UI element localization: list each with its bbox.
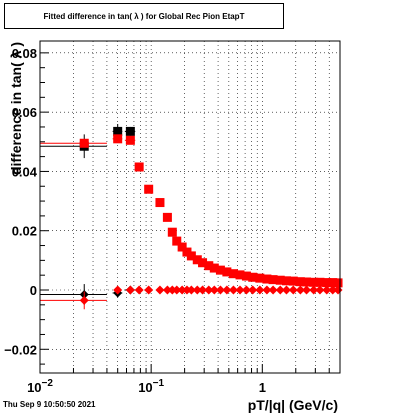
data-point-diamond (177, 285, 187, 295)
data-point-diamond (275, 285, 285, 295)
data-point-square (288, 276, 298, 286)
y-tick-label: 0.02 (12, 224, 37, 239)
y-tick-label: 0.04 (12, 164, 38, 179)
data-point-diamond (228, 285, 238, 295)
data-point-square (134, 162, 144, 172)
data-point-square (113, 134, 123, 144)
data-point-diamond (215, 285, 225, 295)
data-series (40, 124, 343, 310)
data-point-diamond (172, 285, 182, 295)
data-point-diamond (288, 285, 298, 295)
x-tick-label-base: 1 (259, 380, 266, 395)
grid-lines (39, 41, 341, 373)
data-point-square (333, 278, 343, 288)
data-point-square (302, 277, 312, 287)
data-point-diamond (192, 285, 202, 295)
data-point-square (162, 212, 172, 222)
data-point-square (309, 277, 319, 287)
data-point-diamond (155, 285, 165, 295)
plot-frame (39, 40, 341, 374)
data-point-square (262, 274, 272, 284)
data-point-square (255, 273, 265, 283)
data-point-square (228, 269, 238, 279)
chart-title: Fitted difference in tan( λ ) for Global… (43, 11, 245, 21)
data-point-square (215, 265, 225, 275)
data-point-square (125, 126, 135, 136)
data-point-diamond (198, 285, 208, 295)
data-point-square (192, 255, 202, 265)
data-point-diamond (79, 295, 89, 305)
data-point-square (113, 126, 123, 136)
data-point-square (235, 270, 245, 280)
y-tick-label: 0.08 (12, 46, 37, 61)
data-point-diamond (295, 285, 305, 295)
data-point-diamond (144, 285, 154, 295)
x-tick-label-base: 10 (27, 380, 41, 395)
data-point-diamond (309, 285, 319, 295)
data-point-square (328, 278, 338, 288)
data-point-square (222, 267, 232, 277)
data-point-diamond (255, 285, 265, 295)
data-point-square (172, 236, 182, 246)
data-point-diamond (209, 285, 219, 295)
data-point-diamond (281, 285, 291, 295)
data-point-square (186, 251, 196, 261)
y-tick-label: −0.02 (4, 342, 37, 357)
x-tick-label-exponent: −1 (153, 378, 165, 389)
x-axis-label: pT/|q| (GeV/c) (248, 397, 338, 413)
data-point-square (275, 275, 285, 285)
data-point-diamond (241, 285, 251, 295)
data-point-diamond (328, 285, 338, 295)
data-point-diamond (113, 285, 123, 295)
data-point-diamond (302, 285, 312, 295)
data-point-square (209, 263, 219, 273)
data-point-square (167, 227, 177, 237)
data-point-diamond (222, 285, 232, 295)
data-point-square (315, 277, 325, 287)
data-point-square (198, 258, 208, 268)
data-point-diamond (204, 285, 214, 295)
x-tick-label-exponent: −2 (42, 378, 54, 389)
chart-title-box: Fitted difference in tan( λ ) for Global… (4, 3, 284, 29)
data-point-diamond (268, 285, 278, 295)
data-point-diamond (235, 285, 245, 295)
data-point-diamond (186, 285, 196, 295)
data-point-square (268, 275, 278, 285)
data-point-diamond (262, 285, 272, 295)
data-point-square (241, 271, 251, 281)
data-point-square (155, 198, 165, 208)
timestamp-footer: Thu Sep 9 10:50:50 2021 (3, 400, 96, 409)
data-point-square (79, 138, 89, 148)
data-point-square (322, 278, 332, 288)
data-point-square (177, 242, 187, 252)
data-point-diamond (134, 285, 144, 295)
data-point-square (204, 261, 214, 271)
data-point-square (295, 277, 305, 287)
x-tick-label: 10−2 (27, 378, 53, 395)
data-point-square (125, 135, 135, 145)
data-point-diamond (125, 285, 135, 295)
x-tick-label: 10−1 (138, 378, 164, 395)
data-point-diamond (315, 285, 325, 295)
data-point-square (248, 272, 258, 282)
data-point-square (281, 276, 291, 286)
data-point-diamond (248, 285, 258, 295)
x-tick-label-base: 10 (138, 380, 152, 395)
axis-ticks (39, 52, 341, 373)
data-point-diamond (322, 285, 332, 295)
x-tick-label: 1 (259, 380, 266, 395)
y-tick-label: 0 (30, 283, 37, 298)
y-axis-label: difference in tan( λ ) (8, 42, 24, 175)
data-point-diamond (162, 285, 172, 295)
data-point-square (144, 184, 154, 194)
y-tick-label: 0.06 (12, 105, 37, 120)
